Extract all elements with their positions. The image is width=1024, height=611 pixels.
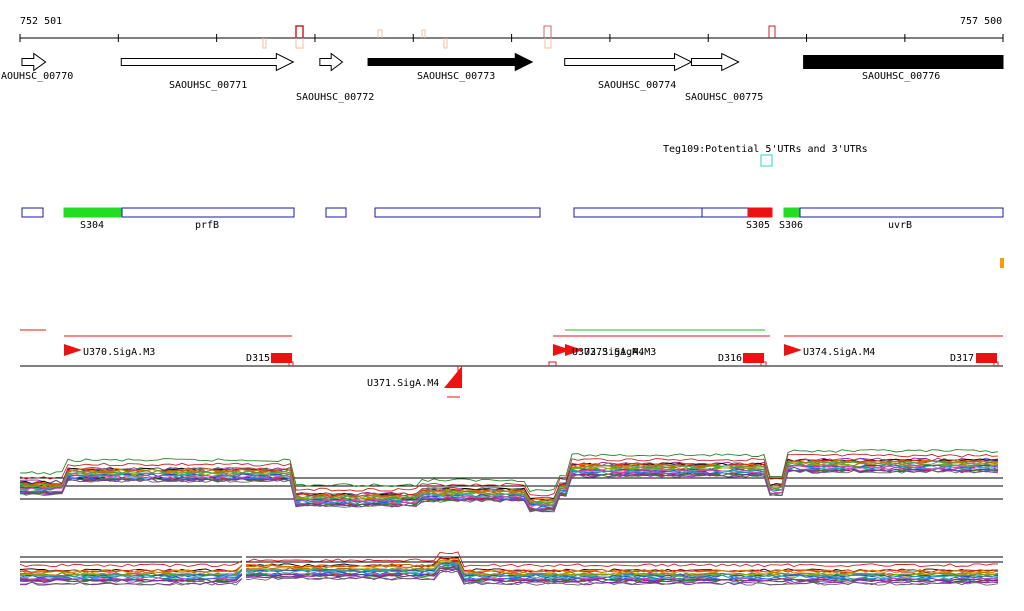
transcript-label-s305: S305 <box>746 220 770 231</box>
expression-series-line <box>19 565 999 582</box>
promoter-flag[interactable] <box>784 344 802 366</box>
promoter-label-u371: U371.SigA.M4 <box>367 378 439 389</box>
teg-utr-track: Teg109:Potential 5'UTRs and 3'UTRs <box>663 144 868 167</box>
gene-label: SAOUHSC_00772 <box>296 92 374 103</box>
ruler-start-label: 752 501 <box>20 16 62 27</box>
ruler-dip-mark <box>544 38 552 49</box>
transcript-s305[interactable] <box>747 207 773 218</box>
transcript-label-s306: S306 <box>779 220 803 231</box>
terminator-tick <box>288 361 294 366</box>
transcript-box[interactable] <box>701 207 749 218</box>
gene-label: SAOUHSC_00774 <box>598 80 676 91</box>
promoter-label-u374: U374.SigA.M4 <box>803 347 875 358</box>
terminator-block[interactable] <box>976 353 997 363</box>
gene-label: AOUHSC_00770 <box>1 71 73 82</box>
expression-series-line <box>19 562 999 579</box>
expression-series-line <box>19 557 998 574</box>
expression-series-line <box>19 465 999 508</box>
ruler-peak-mark <box>295 25 304 38</box>
transcript-box[interactable] <box>325 207 347 218</box>
gene-arrow[interactable] <box>691 52 740 72</box>
ruler-peak-mark <box>377 29 383 38</box>
promoter-label-u372: U372.SigA.M4 <box>572 347 644 358</box>
expression-track-plus[interactable] <box>19 449 1003 513</box>
transcript-label-prfb: prfB <box>195 220 219 231</box>
ruler-dip-mark <box>295 38 304 49</box>
gene-label: SAOUHSC_00773 <box>417 71 495 82</box>
coordinate-ruler: 752 501 757 500 <box>19 16 1004 49</box>
expression-series-line <box>19 460 999 504</box>
expression-series-line <box>19 453 999 497</box>
transcript-box[interactable] <box>21 207 44 218</box>
ruler-peak-mark <box>421 29 426 38</box>
promoter-flag[interactable] <box>565 344 583 366</box>
transcript-label-uvrb: uvrB <box>888 220 912 231</box>
gene-arrow[interactable] <box>367 52 534 72</box>
expression-series-line <box>19 566 999 582</box>
ruler-ticks <box>19 34 1004 42</box>
expression-series-line <box>19 469 999 512</box>
promoter-tick <box>548 361 557 366</box>
terminator-tick <box>993 361 999 366</box>
terminator-block[interactable] <box>271 353 292 363</box>
teg-track-label: Teg109:Potential 5'UTRs and 3'UTRs <box>663 144 868 155</box>
transcript-s306[interactable] <box>783 207 801 218</box>
expression-series-line <box>19 562 999 579</box>
transcript-prfb[interactable] <box>121 207 295 218</box>
ruler-peaks <box>262 25 776 49</box>
promoter-flag[interactable] <box>64 344 82 366</box>
expression-series-line <box>19 569 999 586</box>
expression-series-line <box>20 568 999 584</box>
gene-label: SAOUHSC_00776 <box>862 71 940 82</box>
expression-track-minus[interactable] <box>19 550 1003 590</box>
transcript-box[interactable] <box>374 207 541 218</box>
expression-series-line <box>19 558 999 574</box>
expression-series-line <box>19 569 999 586</box>
ruler-end-label: 757 500 <box>960 16 1002 27</box>
expression-series-line <box>19 463 999 506</box>
terminator-label-d317: D317 <box>950 353 974 364</box>
expression-series-line <box>19 464 998 507</box>
promoter-flag-minus[interactable] <box>444 366 462 388</box>
expression-series-line <box>19 449 999 493</box>
orange-marker[interactable] <box>1000 258 1004 268</box>
transcript-s304[interactable] <box>63 207 123 218</box>
expression-series-line <box>19 466 999 510</box>
gene-label: SAOUHSC_00775 <box>685 92 763 103</box>
gene-arrow[interactable] <box>564 52 693 72</box>
transcript-box[interactable] <box>573 207 703 218</box>
teg-utr-feature[interactable] <box>760 154 773 167</box>
ruler-peak-mark <box>543 25 552 38</box>
expression-series-line <box>19 551 999 568</box>
expression-series-line <box>19 458 999 501</box>
expression-series-line <box>20 469 999 513</box>
transcript-track: S304 prfB S305 S306 uvrB <box>21 207 1004 231</box>
promoter-label-u373: U373.SigA.M3 <box>584 347 656 358</box>
promoter-terminator-track: U370.SigA.M3 D315 U371.SigA.M4 U372.SigA… <box>20 329 1003 398</box>
gene-label: SAOUHSC_00771 <box>169 80 247 91</box>
gene-arrow[interactable] <box>120 52 295 72</box>
gene-arrow[interactable] <box>21 52 47 72</box>
ruler-dip-mark <box>262 38 267 49</box>
terminator-block[interactable] <box>743 353 764 363</box>
gene-arrow[interactable] <box>319 52 344 72</box>
terminator-label-d315: D315 <box>246 353 270 364</box>
transcript-label-s304: S304 <box>80 220 104 231</box>
ruler-dip-mark <box>443 38 448 49</box>
expression-series-line <box>19 460 999 504</box>
gene-arrow[interactable] <box>803 55 1004 69</box>
transcript-uvrb[interactable] <box>799 207 1004 218</box>
terminator-tick <box>760 361 767 366</box>
expression-series-line <box>19 567 999 583</box>
promoter-label-u370: U370.SigA.M3 <box>83 347 155 358</box>
terminator-label-d316: D316 <box>718 353 742 364</box>
gene-annotation-track: AOUHSC_00770 SAOUHSC_00771 SAOUHSC_00772 SA… <box>1 52 1004 103</box>
promoter-tick <box>457 366 462 373</box>
ruler-peak-mark <box>768 25 776 38</box>
track-gap <box>242 550 246 590</box>
